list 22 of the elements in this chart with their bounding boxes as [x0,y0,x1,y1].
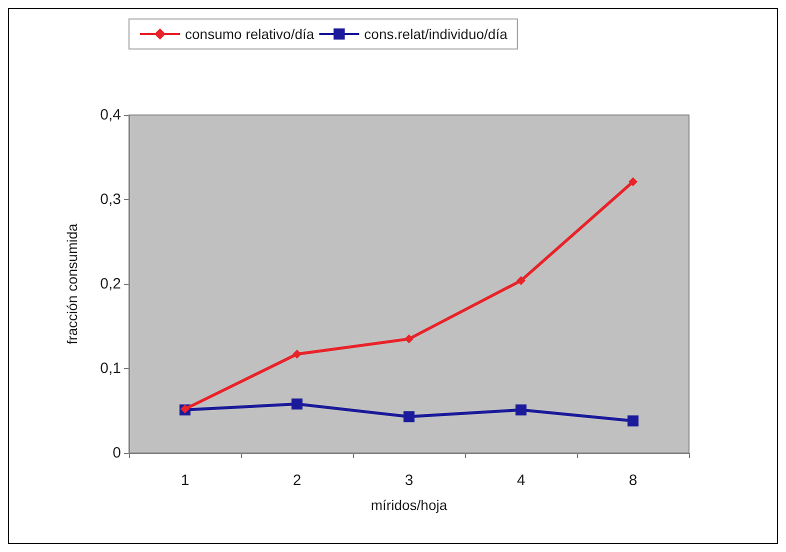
y-tick-label: 0,1 [100,360,121,377]
x-tick-label: 2 [292,472,302,489]
point [516,404,526,416]
legend-label: cons.relat/individuo/día [364,26,508,42]
y-tick-label: 0 [112,444,121,462]
point [292,398,302,410]
y-tick-label: 0,2 [100,276,121,292]
x-tick-label: 8 [628,472,638,489]
y-tick-label: 0,3 [100,191,121,208]
x-tick-label: 1 [180,472,190,489]
x-tick-label: 3 [404,472,414,489]
point [628,177,638,186]
point [404,411,414,422]
point [404,334,414,344]
x-tick-label: 4 [516,472,526,489]
y-axis-title: fracción consumida [64,223,80,344]
point [628,415,638,426]
point [516,276,526,286]
legend-label: consumo relativo/día [185,26,314,42]
y-tick-label: 0,4 [100,106,121,124]
x-axis-title: míridos/hoja [370,497,448,513]
point [292,350,302,359]
